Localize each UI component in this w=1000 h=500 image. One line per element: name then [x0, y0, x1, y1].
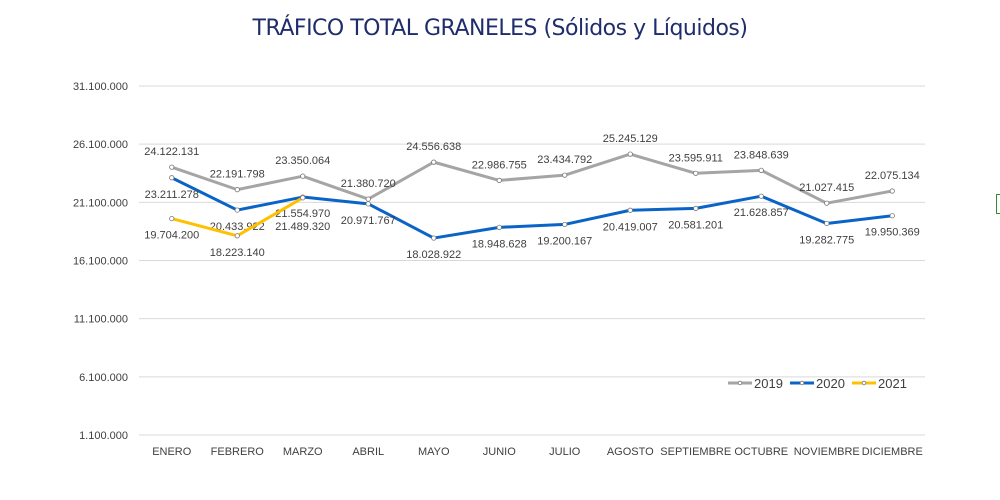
series-line-2019 — [171, 152, 893, 205]
data-label: 19.950.369 — [865, 227, 920, 239]
data-label: 22.075.134 — [865, 170, 920, 182]
data-label: 19.282.775 — [799, 234, 854, 246]
data-point — [169, 164, 175, 170]
y-tick-label: 6.100.000 — [79, 372, 128, 384]
y-tick-label: 16.100.000 — [73, 256, 128, 268]
x-tick-label: DICIEMBRE — [862, 446, 923, 458]
data-point — [234, 207, 240, 213]
data-label: 25.245.129 — [603, 133, 658, 145]
data-label: 22.986.755 — [472, 159, 527, 171]
x-tick-label: NOVIEMBRE — [794, 446, 860, 458]
data-label: 19.704.200 — [144, 230, 199, 242]
data-point — [889, 213, 895, 219]
y-tick-label: 31.100.000 — [73, 81, 128, 93]
data-point — [824, 200, 830, 206]
data-point — [627, 151, 633, 157]
x-tick-label: FEBRERO — [211, 446, 265, 458]
data-label: 18.028.922 — [406, 249, 461, 261]
data-point — [365, 196, 371, 202]
y-tick-label: 21.100.000 — [73, 197, 128, 209]
data-point — [562, 172, 568, 178]
data-point — [234, 187, 240, 193]
legend-marker — [799, 380, 805, 386]
y-tick-label: 26.100.000 — [73, 139, 128, 151]
legend-label-2020: 2020 — [816, 376, 845, 391]
data-point — [627, 207, 633, 213]
cell-selection-marker — [996, 194, 1000, 214]
x-tick-label: SEPTIEMBRE — [660, 446, 731, 458]
y-tick-label: 11.100.000 — [74, 314, 128, 326]
data-label: 23.848.639 — [734, 149, 789, 161]
x-tick-label: JUNIO — [483, 446, 516, 458]
data-label: 21.027.415 — [799, 182, 854, 194]
data-point — [889, 188, 895, 194]
data-point — [431, 159, 437, 165]
data-label: 20.971.767 — [341, 215, 396, 227]
x-tick-label: ENERO — [152, 446, 192, 458]
x-tick-label: MARZO — [283, 446, 323, 458]
chart-title: TRÁFICO TOTAL GRANELES (Sólidos y Líquid… — [252, 16, 748, 41]
data-point — [824, 220, 830, 227]
data-label: 19.200.167 — [537, 235, 592, 247]
data-point — [365, 201, 371, 207]
data-point — [562, 221, 568, 228]
data-point — [496, 224, 502, 230]
data-label: 21.628.857 — [734, 207, 789, 219]
legend-label-2019: 2019 — [754, 376, 783, 391]
data-label: 18.223.140 — [210, 247, 265, 259]
data-label: 23.211.278 — [145, 189, 199, 201]
data-point — [758, 167, 764, 173]
data-point — [758, 193, 764, 199]
legend-marker — [861, 380, 867, 386]
data-label: 21.380.720 — [341, 178, 396, 190]
data-label: 24.556.638 — [406, 141, 461, 153]
data-label: 20.433.922 — [210, 221, 265, 233]
data-point — [431, 235, 437, 241]
x-tick-label: ABRIL — [352, 446, 384, 458]
data-label: 20.581.201 — [668, 219, 723, 231]
data-point — [300, 173, 306, 179]
data-label: 23.350.064 — [275, 155, 330, 167]
x-tick-label: OCTUBRE — [734, 446, 788, 458]
data-label: 24.122.131 — [144, 146, 199, 158]
data-point — [234, 233, 240, 239]
x-tick-label: MAYO — [418, 446, 450, 458]
data-label: 18.948.628 — [472, 238, 527, 250]
legend-label-2021: 2021 — [878, 376, 907, 391]
data-point — [300, 195, 306, 201]
data-label: 21.489.320 — [275, 221, 330, 233]
data-label: 20.419.007 — [603, 221, 658, 233]
data-label: 23.434.792 — [537, 154, 592, 166]
data-label: 22.191.798 — [210, 169, 265, 181]
series-line-2020 — [171, 176, 893, 240]
data-point — [169, 175, 175, 181]
data-label: 21.554.970 — [275, 208, 330, 220]
data-label: 23.595.911 — [669, 152, 723, 164]
x-tick-label: JULIO — [549, 446, 581, 458]
data-point — [169, 215, 175, 222]
x-tick-label: AGOSTO — [607, 446, 654, 458]
legend-marker — [737, 380, 743, 386]
data-point — [693, 205, 699, 211]
data-point — [496, 177, 502, 183]
data-point — [693, 170, 699, 176]
y-tick-label: 1.100.000 — [79, 430, 128, 442]
